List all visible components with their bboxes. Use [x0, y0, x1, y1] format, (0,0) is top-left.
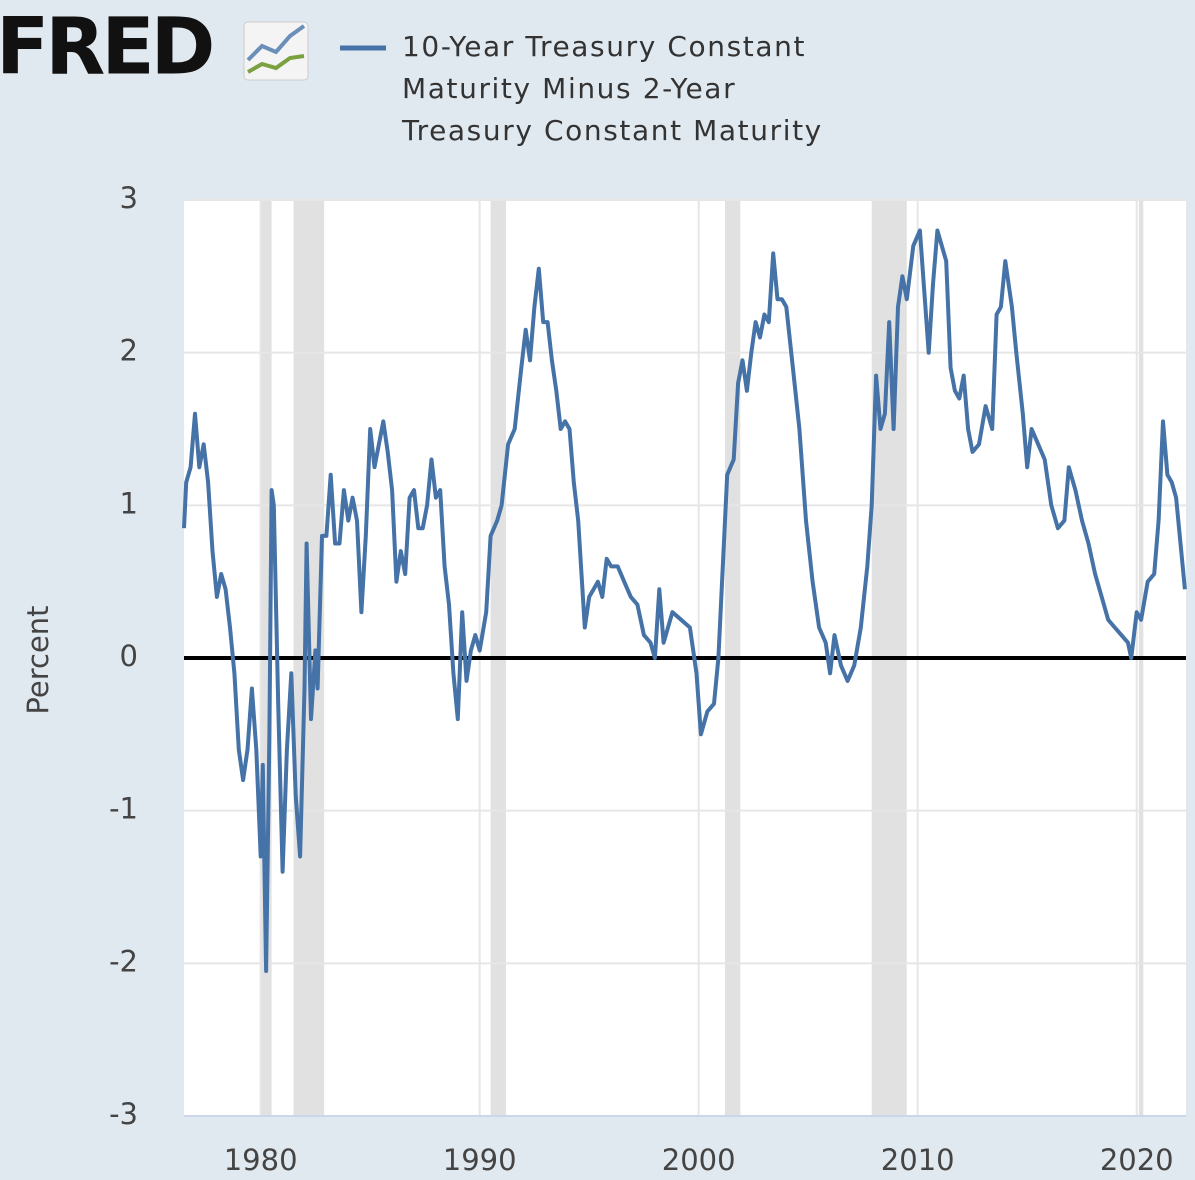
y-tick-label: -1: [109, 792, 138, 826]
x-tick-label: 2010: [881, 1143, 955, 1177]
x-tick-label: 2000: [662, 1143, 736, 1177]
x-tick-label: 2020: [1100, 1143, 1174, 1177]
logo: FRED: [0, 2, 212, 92]
logo-icon: [243, 21, 309, 81]
y-tick-label: 3: [120, 181, 138, 215]
x-tick-label: 1990: [443, 1143, 517, 1177]
x-tick-label: 1980: [224, 1143, 298, 1177]
y-tick-label: -3: [109, 1097, 138, 1131]
y-tick-label: 0: [120, 639, 138, 673]
data-line: [182, 228, 1187, 973]
y-tick-label: -2: [109, 944, 138, 978]
legend-label: 10-Year Treasury Constant Maturity Minus…: [402, 30, 823, 147]
y-tick-label: 1: [120, 486, 138, 520]
y-tick-label: 2: [120, 334, 138, 368]
y-axis-label: Percent: [21, 605, 55, 714]
